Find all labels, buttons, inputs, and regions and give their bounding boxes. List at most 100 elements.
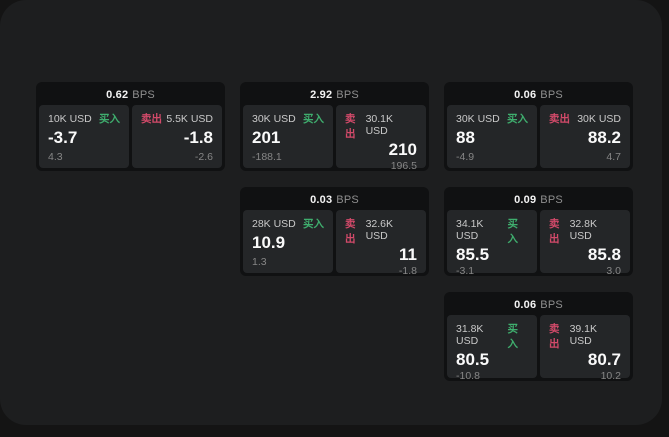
buy-tile-top-row: 34.1K USD 买入 (456, 216, 528, 246)
sell-price: 85.8 (587, 245, 621, 264)
buy-price: 88 (456, 128, 475, 148)
quote-card: 0.06 BPS 30K USD 买入 88 -4.9 卖出 30K USD (444, 82, 633, 171)
buy-tag[interactable]: 买入 (507, 218, 518, 245)
buy-amount: 30K USD (456, 113, 500, 125)
buy-quote-tile[interactable]: 30K USD 买入 88 -4.9 (447, 105, 537, 168)
quote-card-body: 34.1K USD 买入 85.5 -3.1 卖出 32.8K USD 85.8… (447, 210, 630, 277)
sell-tag[interactable]: 卖出 (549, 113, 570, 125)
sell-amount: 32.8K USD (569, 218, 598, 242)
sell-amount: 30.1K USD (365, 113, 394, 137)
sell-quote-tile[interactable]: 卖出 32.8K USD 85.8 3.0 (540, 210, 630, 277)
sell-tile-top-row: 卖出 32.8K USD (549, 216, 621, 246)
sell-change: -2.6 (194, 151, 213, 163)
buy-tile-top-row: 31.8K USD 买入 (456, 321, 528, 351)
sell-quote-tile[interactable]: 卖出 5.5K USD -1.8 -2.6 (132, 105, 222, 168)
buy-price: 80.5 (456, 350, 490, 369)
bps-value: 0.06 (514, 299, 537, 311)
bps-header: 0.06 BPS (447, 295, 630, 315)
bps-unit-label: BPS (540, 194, 563, 206)
buy-amount: 28K USD (252, 218, 296, 230)
buy-tag[interactable]: 买入 (507, 113, 528, 125)
sell-amount: 32.6K USD (365, 218, 394, 242)
bps-header: 0.62 BPS (39, 85, 222, 105)
bps-header: 0.06 BPS (447, 85, 630, 105)
bps-value: 0.62 (106, 89, 129, 101)
bps-header: 2.92 BPS (243, 85, 426, 105)
sell-tile-top-row: 卖出 30.1K USD (345, 111, 417, 141)
bps-value: 0.03 (310, 194, 333, 206)
sell-tag[interactable]: 卖出 (141, 113, 162, 125)
bps-unit-label: BPS (336, 194, 359, 206)
bps-header: 0.09 BPS (447, 190, 630, 210)
sell-tag[interactable]: 卖出 (345, 113, 356, 140)
sell-change: 3.0 (606, 264, 621, 277)
buy-amount: 10K USD (48, 113, 92, 125)
sell-tag[interactable]: 卖出 (549, 323, 560, 350)
quote-card-body: 30K USD 买入 88 -4.9 卖出 30K USD 88.2 4.7 (447, 105, 630, 168)
sell-change: -1.8 (398, 264, 417, 277)
sell-tile-top-row: 卖出 32.6K USD (345, 216, 417, 246)
buy-tag[interactable]: 买入 (303, 218, 324, 230)
buy-tile-top-row: 10K USD 买入 (48, 111, 120, 126)
buy-amount: 34.1K USD (456, 218, 484, 242)
bps-unit-label: BPS (540, 89, 563, 101)
bps-value: 2.92 (310, 89, 333, 101)
buy-change: 1.3 (252, 256, 267, 268)
quote-card-body: 10K USD 买入 -3.7 4.3 卖出 5.5K USD -1.8 -2.… (39, 105, 222, 168)
quote-card-body: 30K USD 买入 201 -188.1 卖出 30.1K USD 210 1… (243, 105, 426, 172)
buy-tile-top-row: 30K USD 买入 (252, 111, 324, 126)
sell-change: 4.7 (606, 151, 621, 163)
buy-price: 201 (252, 128, 281, 148)
quote-card: 0.62 BPS 10K USD 买入 -3.7 4.3 卖出 5.5K USD (36, 82, 225, 171)
bps-unit-label: BPS (132, 89, 155, 101)
quote-card-body: 28K USD 买入 10.9 1.3 卖出 32.6K USD 11 -1.8 (243, 210, 426, 277)
sell-quote-tile[interactable]: 卖出 30.1K USD 210 196.5 (336, 105, 426, 172)
buy-quote-tile[interactable]: 31.8K USD 买入 80.5 -10.8 (447, 315, 537, 382)
sell-price: 210 (388, 140, 417, 159)
quote-card: 0.03 BPS 28K USD 买入 10.9 1.3 卖出 32.6K US… (240, 187, 429, 277)
bps-value: 0.06 (514, 89, 537, 101)
buy-amount: 30K USD (252, 113, 296, 125)
sell-tile-top-row: 卖出 39.1K USD (549, 321, 621, 351)
buy-quote-tile[interactable]: 10K USD 买入 -3.7 4.3 (39, 105, 129, 168)
sell-amount: 30K USD (577, 113, 621, 125)
quote-card: 2.92 BPS 30K USD 买入 201 -188.1 卖出 30.1K … (240, 82, 429, 172)
buy-quote-tile[interactable]: 28K USD 买入 10.9 1.3 (243, 210, 333, 273)
sell-price: -1.8 (183, 128, 213, 148)
buy-change: -188.1 (252, 151, 282, 163)
buy-quote-tile[interactable]: 34.1K USD 买入 85.5 -3.1 (447, 210, 537, 277)
buy-change: -4.9 (456, 151, 475, 163)
buy-price: -3.7 (48, 128, 78, 148)
app-panel: 0.62 BPS 10K USD 买入 -3.7 4.3 卖出 5.5K USD (0, 0, 662, 425)
sell-tag[interactable]: 卖出 (345, 218, 356, 245)
sell-change: 196.5 (390, 159, 417, 172)
sell-tag[interactable]: 卖出 (549, 218, 560, 245)
sell-tile-top-row: 卖出 5.5K USD (141, 111, 213, 126)
buy-change: -3.1 (456, 264, 475, 277)
sell-quote-tile[interactable]: 卖出 30K USD 88.2 4.7 (540, 105, 630, 168)
buy-tag[interactable]: 买入 (303, 113, 324, 125)
sell-quote-tile[interactable]: 卖出 39.1K USD 80.7 10.2 (540, 315, 630, 382)
sell-tile-top-row: 卖出 30K USD (549, 111, 621, 126)
bps-unit-label: BPS (336, 89, 359, 101)
buy-change: -10.8 (456, 369, 480, 382)
buy-tile-top-row: 30K USD 买入 (456, 111, 528, 126)
quote-card-body: 31.8K USD 买入 80.5 -10.8 卖出 39.1K USD 80.… (447, 315, 630, 382)
sell-change: 10.2 (600, 369, 621, 382)
buy-tag[interactable]: 买入 (507, 323, 518, 350)
sell-quote-tile[interactable]: 卖出 32.6K USD 11 -1.8 (336, 210, 426, 277)
buy-change: 4.3 (48, 151, 63, 163)
sell-amount: 39.1K USD (569, 323, 598, 347)
buy-quote-tile[interactable]: 30K USD 买入 201 -188.1 (243, 105, 333, 168)
buy-tile-top-row: 28K USD 买入 (252, 216, 324, 231)
buy-amount: 31.8K USD (456, 323, 484, 347)
quote-cards-grid: 0.62 BPS 10K USD 买入 -3.7 4.3 卖出 5.5K USD (36, 82, 633, 382)
sell-amount: 5.5K USD (166, 113, 213, 125)
sell-price: 88.2 (587, 128, 621, 148)
sell-price: 80.7 (587, 350, 621, 369)
quote-card: 0.09 BPS 34.1K USD 买入 85.5 -3.1 卖出 32.8K… (444, 187, 633, 277)
bps-unit-label: BPS (540, 299, 563, 311)
quote-card: 0.06 BPS 31.8K USD 买入 80.5 -10.8 卖出 39.1… (444, 292, 633, 382)
bps-value: 0.09 (514, 194, 537, 206)
buy-tag[interactable]: 买入 (99, 113, 120, 125)
